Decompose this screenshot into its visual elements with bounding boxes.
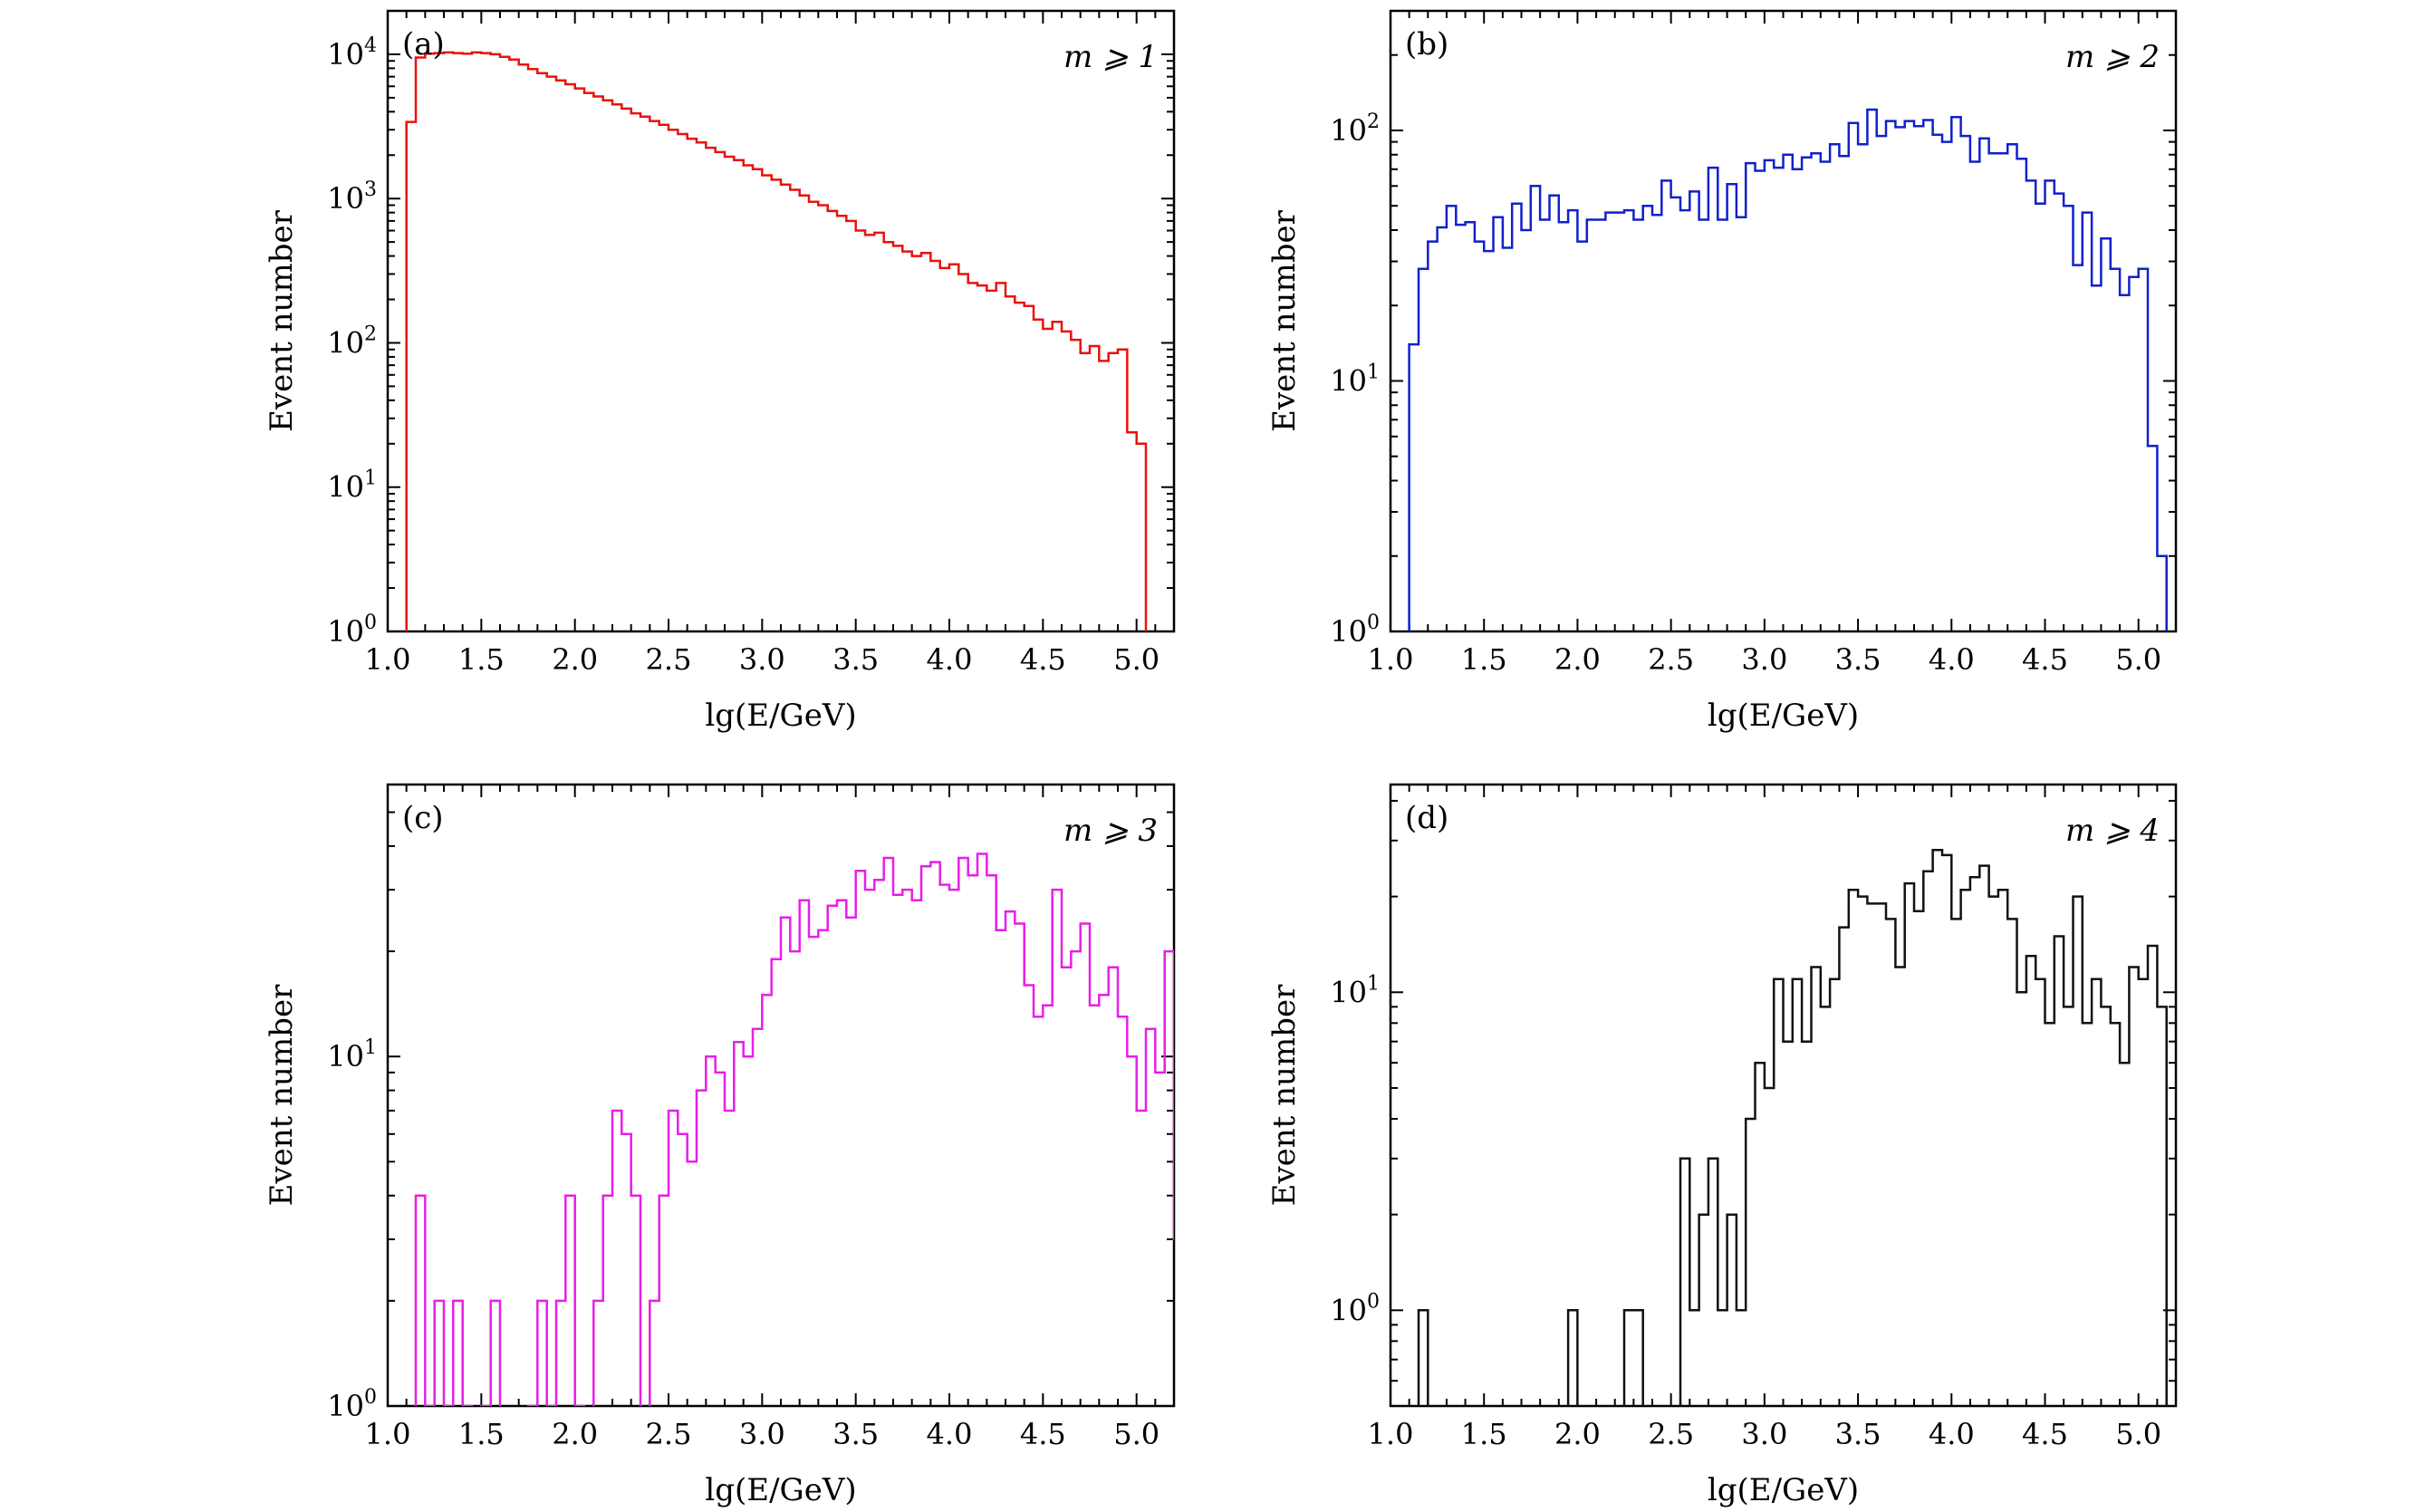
histogram-series — [414, 852, 1174, 1406]
x-tick-label: 3.0 — [739, 642, 785, 677]
x-tick-label: 3.5 — [832, 642, 879, 677]
x-tick-label: 2.5 — [646, 1417, 692, 1451]
x-tick-label: 4.0 — [927, 642, 973, 677]
x-tick-label: 1.5 — [458, 1417, 505, 1451]
panel-label: (b) — [1405, 26, 1448, 63]
x-tick-label: 4.0 — [927, 1417, 973, 1451]
x-tick-label: 1.5 — [1461, 1417, 1507, 1451]
x-tick-label: 2.0 — [552, 642, 598, 677]
x-tick-label: 2.5 — [1648, 1417, 1694, 1451]
y-tick-label: 101 — [1330, 972, 1380, 1009]
x-tick-label: 5.0 — [2115, 1417, 2161, 1451]
histogram-series — [1417, 849, 2168, 1406]
x-tick-label: 5.0 — [1113, 642, 1160, 677]
y-tick-label: 104 — [327, 34, 377, 72]
x-tick-label: 2.0 — [552, 1417, 598, 1451]
x-tick-label: 5.0 — [2115, 642, 2161, 677]
panel-label: (d) — [1405, 800, 1448, 836]
plot-frame — [1389, 9, 2178, 633]
x-tick-label: 4.5 — [1020, 642, 1066, 677]
panel-d: 1.0 1.5 2.0 2.5 3.0 3.5 4.0 4.5 5.0 100 101 (d) m ⩾ … — [1266, 783, 2178, 1508]
histogram-series — [405, 51, 1148, 631]
y-tick-label: 100 — [327, 1386, 377, 1423]
x-tick-label: 2.5 — [1648, 642, 1694, 677]
panel-label: (a) — [402, 26, 445, 63]
x-tick-label: 4.5 — [1020, 1417, 1066, 1451]
x-tick-label: 2.5 — [646, 642, 692, 677]
panel-label: (c) — [402, 800, 444, 836]
panel-c: 1.0 1.5 2.0 2.5 3.0 3.5 4.0 4.5 5.0 100 101 (c) m ⩾ … — [264, 783, 1176, 1508]
x-axis-label: lg(E/GeV) — [705, 1472, 856, 1508]
panel-a: 1.0 1.5 2.0 2.5 3.0 3.5 4.0 4.5 5.0 100 101 102 103 1… — [264, 9, 1176, 734]
plot-frame — [1389, 783, 2178, 1408]
multiplicity-annotation: m ⩾ 4 — [2065, 813, 2160, 849]
y-tick-label: 100 — [327, 612, 377, 649]
x-tick-label: 3.5 — [1835, 1417, 1881, 1451]
x-tick-label: 4.0 — [1929, 642, 1975, 677]
x-tick-label: 3.0 — [739, 1417, 785, 1451]
y-tick-label: 101 — [1330, 361, 1380, 398]
y-tick-label: 100 — [1330, 1290, 1380, 1327]
multiplicity-annotation: m ⩾ 3 — [1063, 813, 1158, 849]
x-tick-label: 1.0 — [1368, 1417, 1414, 1451]
y-axis-label: Event number — [1266, 209, 1303, 431]
y-axis-label: Event number — [264, 209, 300, 431]
y-axis-label: Event number — [1266, 984, 1303, 1206]
x-tick-label: 4.5 — [2022, 642, 2068, 677]
panel-b: 1.0 1.5 2.0 2.5 3.0 3.5 4.0 4.5 5.0 100 101 102 (b) m… — [1266, 9, 2178, 734]
x-tick-label: 4.5 — [2022, 1417, 2068, 1451]
x-tick-label: 1.0 — [1368, 642, 1414, 677]
x-axis-label: lg(E/GeV) — [705, 698, 856, 734]
x-tick-label: 1.5 — [458, 642, 505, 677]
multiplicity-annotation: m ⩾ 1 — [1063, 39, 1158, 75]
x-tick-label: 3.5 — [1835, 642, 1881, 677]
x-tick-label: 4.0 — [1929, 1417, 1975, 1451]
x-tick-label: 2.0 — [1554, 642, 1601, 677]
histogram-series — [1408, 108, 2168, 631]
y-axis-label: Event number — [264, 984, 300, 1206]
y-tick-label: 100 — [1330, 612, 1380, 649]
y-tick-label: 103 — [327, 178, 377, 216]
x-axis-label: lg(E/GeV) — [1708, 1472, 1859, 1508]
x-tick-label: 2.0 — [1554, 1417, 1601, 1451]
y-tick-label: 101 — [327, 467, 377, 505]
x-tick-label: 1.0 — [365, 642, 411, 677]
multiplicity-annotation: m ⩾ 2 — [2065, 39, 2160, 75]
x-tick-label: 3.0 — [1741, 642, 1787, 677]
x-tick-label: 1.5 — [1461, 642, 1507, 677]
y-tick-label: 102 — [1330, 111, 1380, 148]
x-axis-label: lg(E/GeV) — [1708, 698, 1859, 734]
x-tick-label: 3.5 — [832, 1417, 879, 1451]
x-tick-label: 1.0 — [365, 1417, 411, 1451]
y-tick-label: 102 — [327, 323, 377, 360]
x-tick-label: 3.0 — [1741, 1417, 1787, 1451]
x-tick-label: 5.0 — [1113, 1417, 1160, 1451]
y-tick-label: 101 — [327, 1036, 377, 1074]
plot-frame — [386, 783, 1176, 1408]
